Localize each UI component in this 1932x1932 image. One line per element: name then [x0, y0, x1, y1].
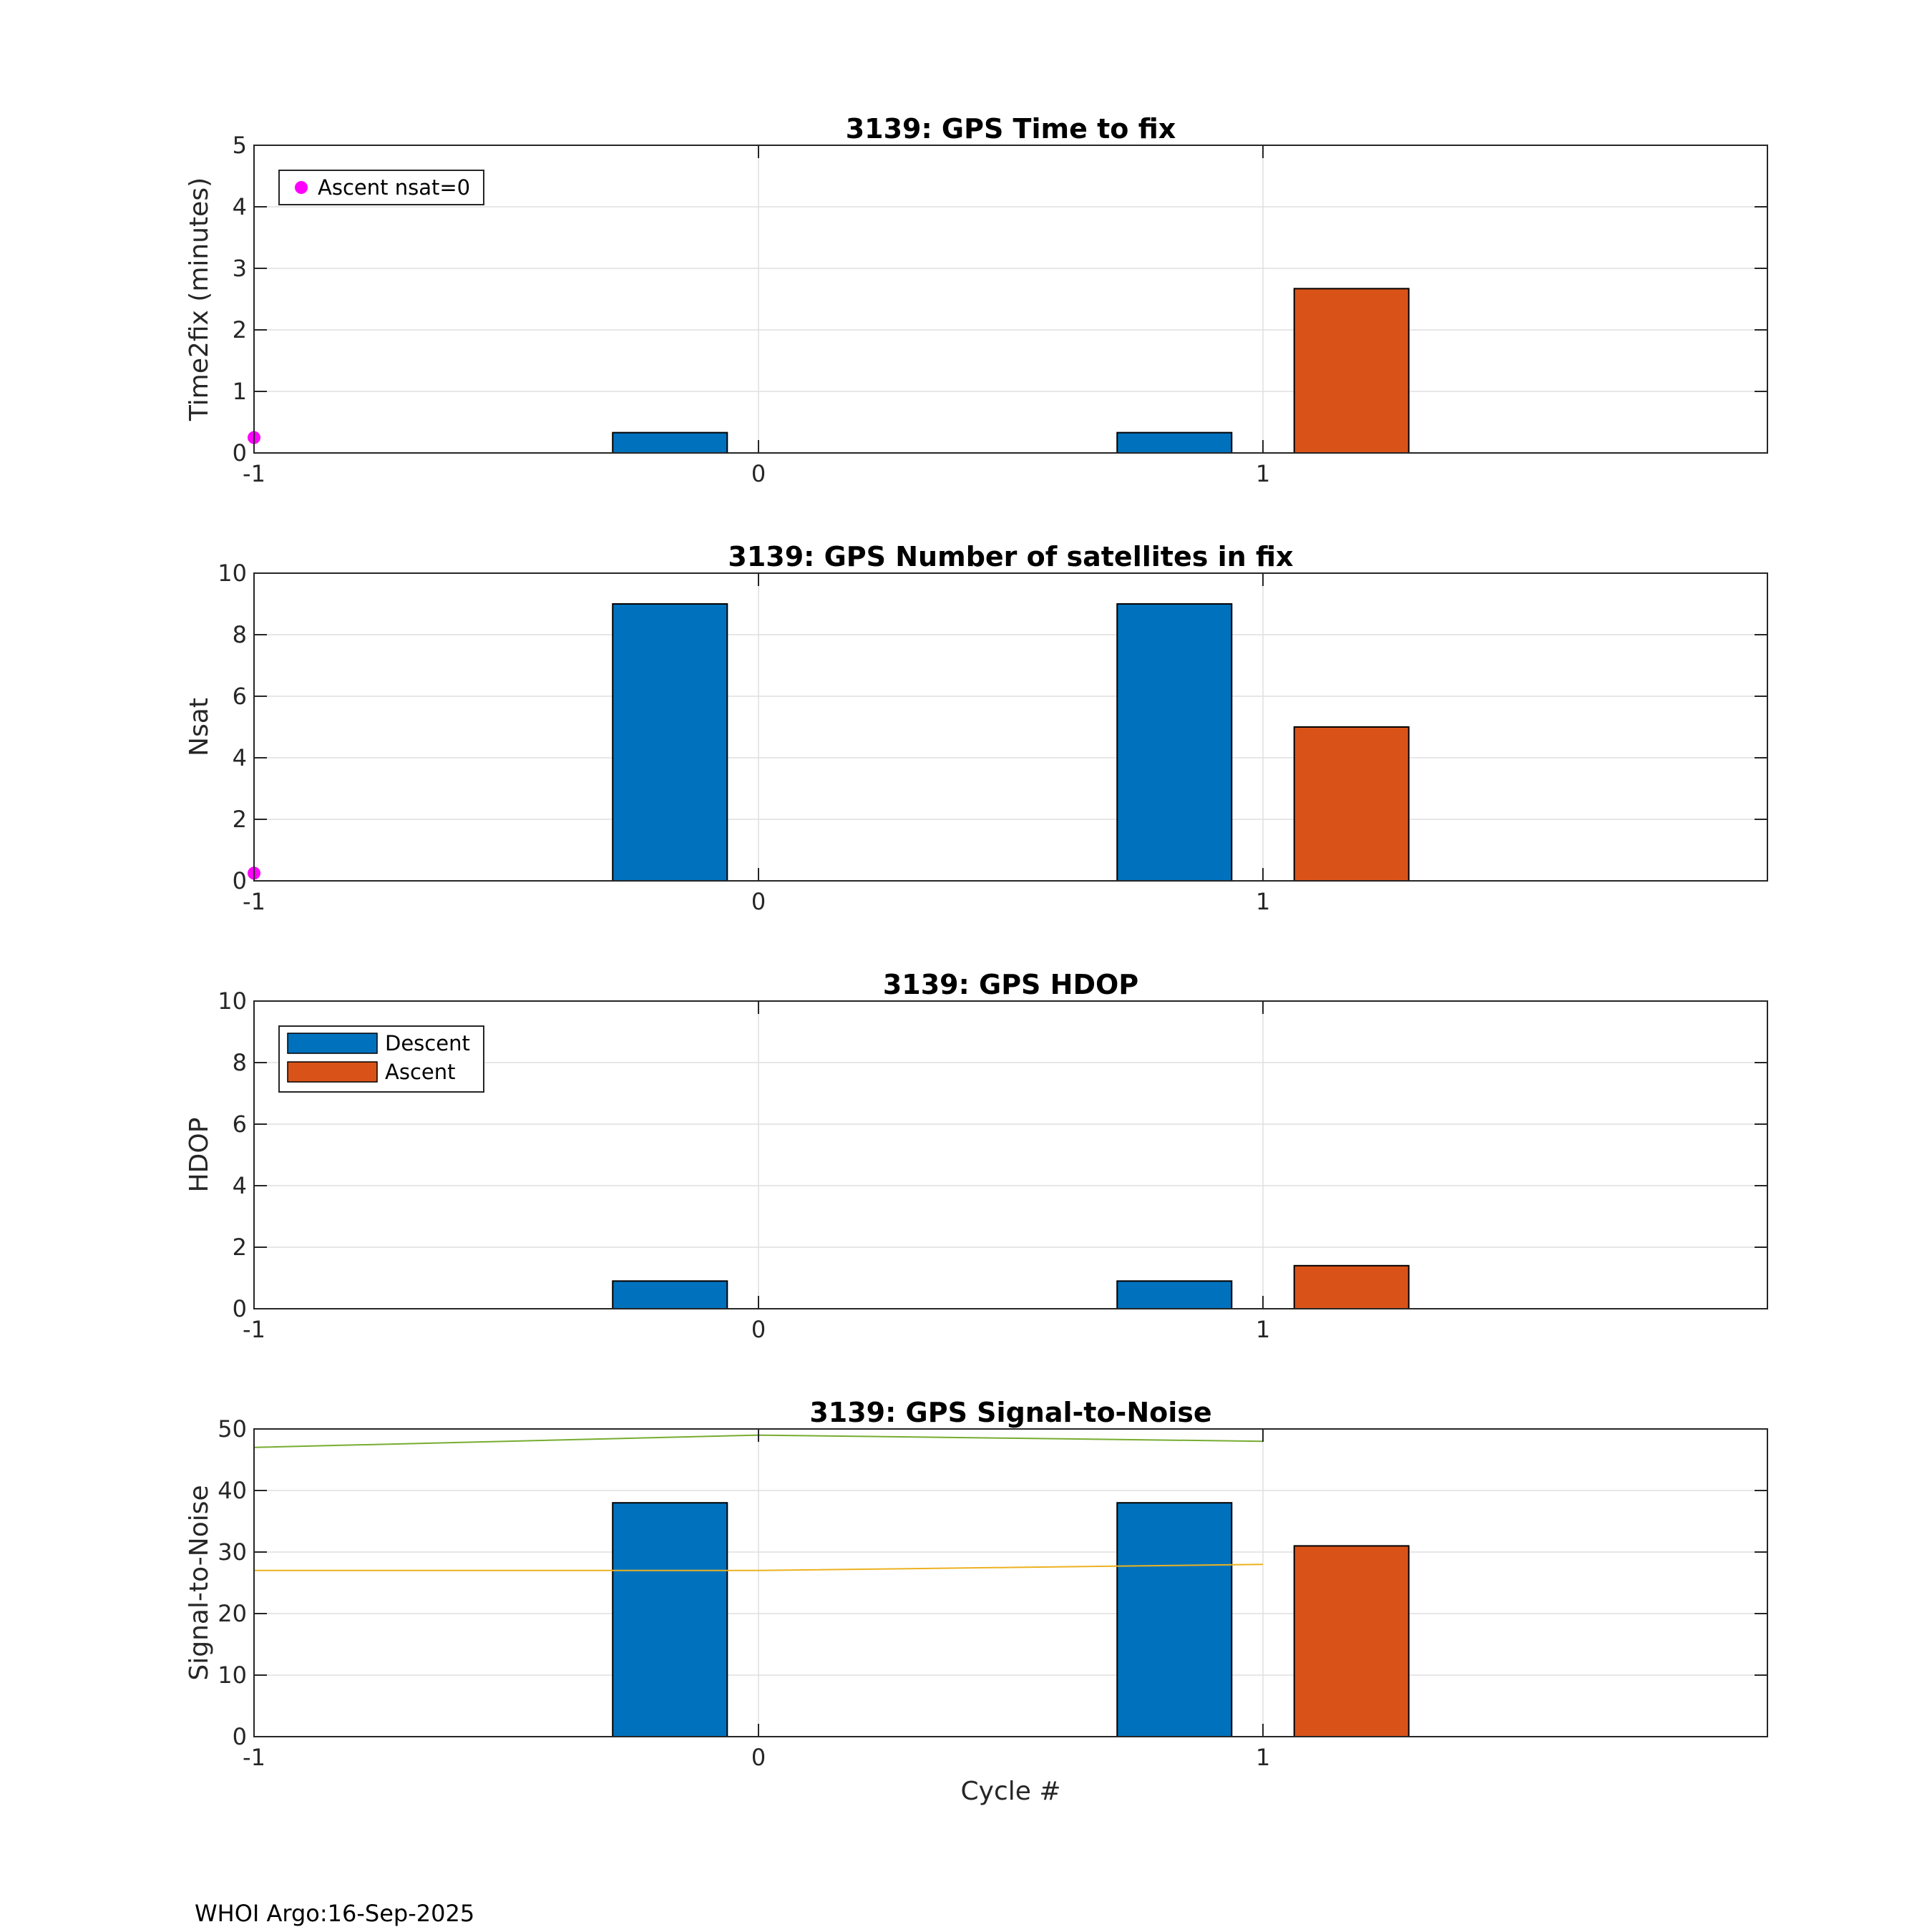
chart-2-y-tick-label: 2 [233, 1234, 247, 1261]
chart-0-axes-box [253, 145, 1768, 454]
chart-0-legend-label: Ascent nsat=0 [318, 175, 470, 200]
chart-1-y-tick-label: 10 [218, 560, 247, 587]
chart-3-x-tick-label: 1 [1256, 1744, 1270, 1771]
chart-3-plot-area [254, 1429, 1767, 1737]
chart-3-line-mean [254, 1563, 1264, 1571]
chart-0-x-tick-label: -1 [243, 460, 265, 487]
chart-3-title: 3139: GPS Signal-to-Noise [809, 1397, 1211, 1428]
chart-1-y-tick-label: 4 [233, 744, 247, 771]
chart-0-title: 3139: GPS Time to fix [846, 113, 1176, 145]
chart-1-x-tick-label: -1 [243, 888, 265, 915]
chart-2-legend-label: Ascent [385, 1060, 455, 1084]
chart-3-y-tick-label: 10 [218, 1662, 247, 1689]
chart-2-bar-ascent-1 [1293, 1264, 1410, 1310]
chart-0-y-tick-label: 4 [233, 193, 247, 220]
chart-0-y-tick-label: 3 [233, 255, 247, 282]
chart-3-y-tick-label: 20 [218, 1600, 247, 1627]
chart-2-legend-swatch-ascent [287, 1061, 378, 1083]
chart-0-bar-descent-1 [1116, 431, 1233, 454]
chart-0-x-tick-label: 0 [751, 460, 766, 487]
chart-1-y-tick-label: 8 [233, 621, 247, 648]
chart-3-y-tick-label: 0 [233, 1723, 247, 1750]
chart-0-y-tick-label: 1 [233, 378, 247, 405]
chart-1-axes-box [253, 572, 1768, 882]
chart-2-legend-label: Descent [385, 1031, 470, 1055]
chart-3-y-tick-label: 50 [218, 1415, 247, 1443]
chart-0-legend-marker-nsat0 [295, 181, 308, 194]
chart-2-y-tick-label: 8 [233, 1049, 247, 1076]
chart-2-y-axis-label: HDOP [185, 1118, 214, 1193]
chart-1-bar-ascent-1 [1293, 726, 1410, 882]
chart-0-y-axis-label: Time2fix (minutes) [185, 177, 214, 421]
chart-1-y-tick-label: 6 [233, 683, 247, 710]
chart-0-y-tick-label: 5 [233, 132, 247, 159]
chart-1-bar-descent-0 [612, 603, 728, 882]
chart-3-y-axis-label: Signal-to-Noise [185, 1485, 214, 1680]
chart-2-y-tick-label: 10 [218, 987, 247, 1015]
chart-1-x-tick-label: 1 [1256, 888, 1270, 915]
chart-2-x-tick-label: 0 [751, 1316, 766, 1343]
chart-0-y-tick-label: 0 [233, 439, 247, 467]
chart-0-legend-box [278, 170, 484, 205]
chart-3-axes-box [253, 1428, 1768, 1737]
chart-2-y-tick-label: 6 [233, 1111, 247, 1138]
chart-1-title: 3139: GPS Number of satellites in fix [728, 541, 1293, 572]
chart-1-y-tick-label: 0 [233, 867, 247, 894]
chart-2-legend-swatch-descent [287, 1033, 378, 1054]
chart-3-x-tick-label: 0 [751, 1744, 766, 1771]
chart-3-bar-ascent-1 [1293, 1545, 1410, 1737]
chart-1-y-tick-label: 2 [233, 806, 247, 833]
chart-2-title: 3139: GPS HDOP [883, 969, 1138, 1000]
chart-1-y-axis-label: Nsat [185, 698, 214, 756]
chart-3-x-tick-label: -1 [243, 1744, 265, 1771]
chart-2-y-tick-label: 0 [233, 1295, 247, 1322]
chart-0-bar-ascent-1 [1293, 288, 1410, 454]
chart-2-axes-box [253, 1000, 1768, 1309]
chart-2-y-tick-label: 4 [233, 1172, 247, 1199]
chart-0-bar-descent-0 [612, 431, 728, 454]
chart-1-plot-area [254, 573, 1767, 881]
chart-2-x-tick-label: 1 [1256, 1316, 1270, 1343]
chart-2-plot-area [254, 1001, 1767, 1309]
chart-0-plot-area [254, 145, 1767, 453]
chart-2-bar-descent-1 [1116, 1280, 1233, 1310]
chart-3-y-tick-label: 30 [218, 1538, 247, 1566]
footer-label: WHOI Argo:16-Sep-2025 [195, 1900, 475, 1927]
chart-3-bar-descent-1 [1116, 1502, 1233, 1737]
chart-0-y-tick-label: 2 [233, 316, 247, 343]
chart-2-bar-descent-0 [612, 1280, 728, 1310]
chart-3-y-tick-label: 40 [218, 1477, 247, 1504]
chart-3-bar-descent-0 [612, 1502, 728, 1737]
chart-0-x-tick-label: 1 [1256, 460, 1270, 487]
chart-3-x-axis-label: Cycle # [961, 1777, 1061, 1806]
chart-2-x-tick-label: -1 [243, 1316, 265, 1343]
chart-1-bar-descent-1 [1116, 603, 1233, 882]
chart-1-x-tick-label: 0 [751, 888, 766, 915]
